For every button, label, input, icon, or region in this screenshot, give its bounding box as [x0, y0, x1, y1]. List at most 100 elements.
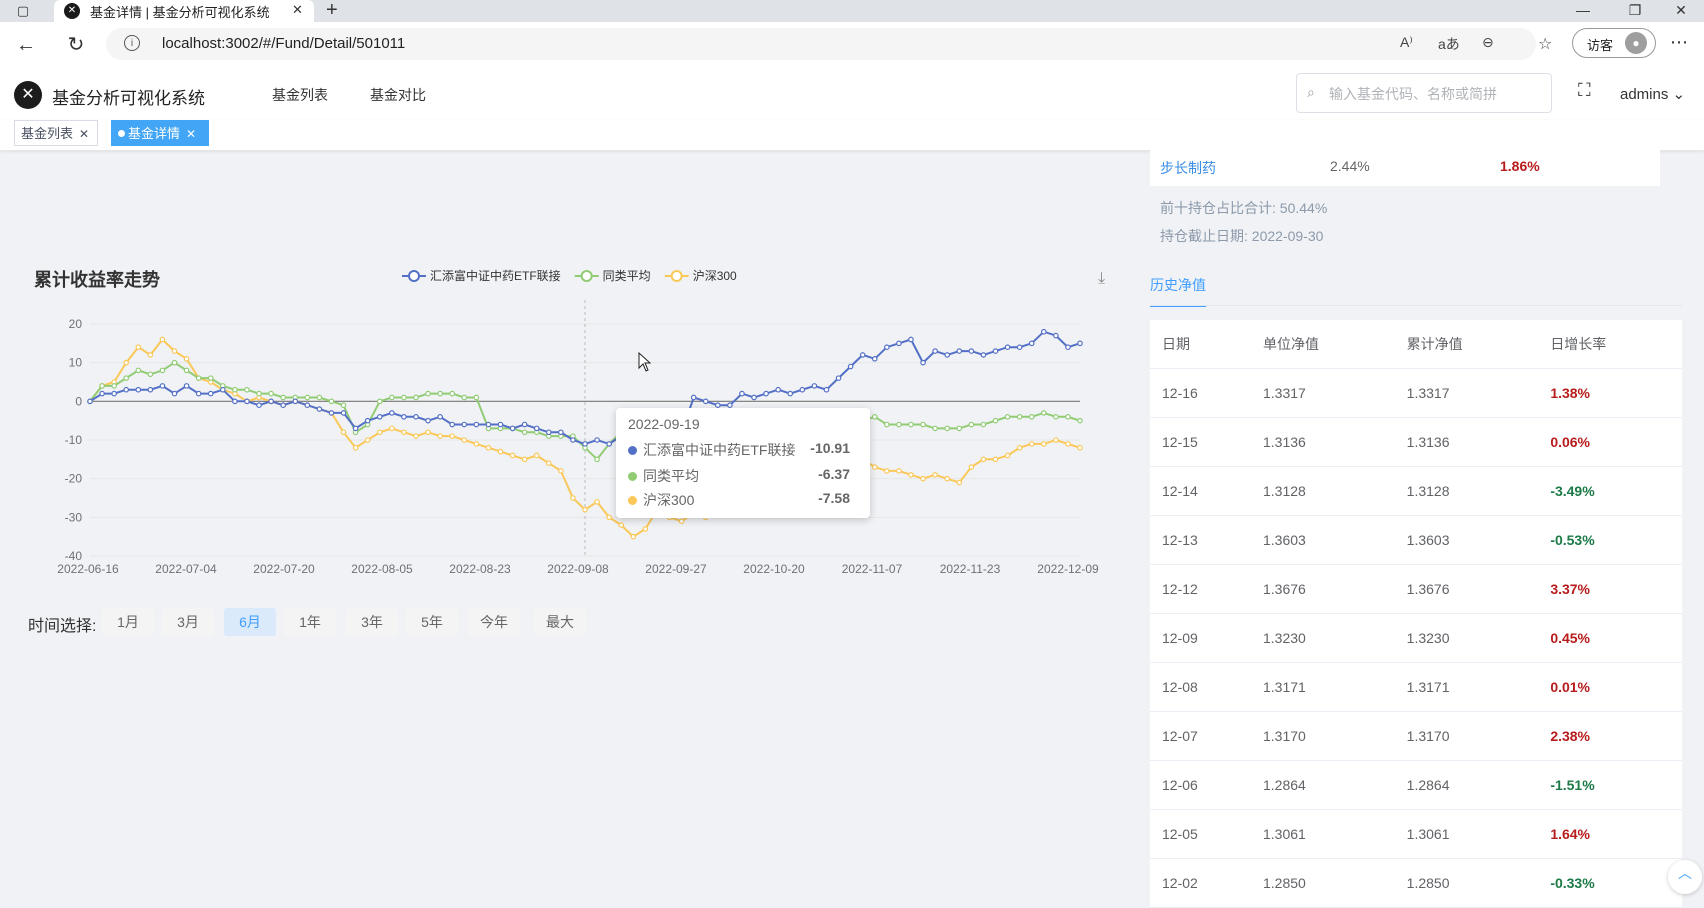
tooltip-series: 沪深300 — [643, 492, 695, 508]
data-point — [920, 421, 926, 428]
data-point — [376, 429, 383, 436]
tooltip-date: 2022-09-19 — [628, 416, 700, 432]
new-tab-icon[interactable]: + — [326, 0, 338, 21]
search-input[interactable] — [1327, 82, 1541, 106]
close-window-icon[interactable]: ✕ — [1675, 2, 1687, 18]
app-logo-icon[interactable]: ✕ — [14, 81, 42, 109]
close-icon[interactable]: ✕ — [79, 127, 90, 141]
range-1m-button[interactable]: 1月 — [102, 608, 154, 636]
holding-value-a: 2.44% — [1330, 158, 1370, 174]
data-point — [461, 394, 468, 401]
tag-fund-detail[interactable]: 基金详情 ✕ — [111, 120, 209, 146]
data-point — [123, 359, 130, 366]
data-point — [1077, 444, 1083, 451]
data-point — [244, 386, 250, 393]
row-acc-nav: 1.3603 — [1394, 515, 1539, 565]
close-icon[interactable]: ✕ — [186, 127, 197, 141]
y-tick-label: -30 — [65, 510, 83, 524]
avatar-icon: ● — [1625, 32, 1647, 54]
data-point — [871, 414, 878, 420]
data-point — [678, 518, 685, 525]
fund-search[interactable]: ⌕ — [1296, 73, 1552, 113]
url-text: localhost:3002/#/Fund/Detail/501011 — [162, 35, 406, 52]
range-3m-button[interactable]: 3月 — [162, 608, 214, 636]
row-unit-nav: 1.2850 — [1251, 858, 1395, 908]
tag-label: 基金列表 — [21, 126, 74, 141]
row-date: 12-14 — [1150, 466, 1251, 516]
data-point — [884, 344, 890, 351]
range-6m-button[interactable]: 6月 — [224, 608, 276, 636]
row-daily-growth: -0.53% — [1538, 515, 1682, 565]
holding-name[interactable]: 步长制药 — [1160, 160, 1216, 176]
data-point — [980, 456, 987, 463]
data-point — [268, 398, 274, 405]
series-marker — [628, 446, 637, 455]
data-point — [1028, 414, 1035, 420]
data-point — [992, 348, 999, 354]
data-point — [352, 444, 359, 451]
data-point — [871, 464, 878, 470]
site-info-icon[interactable]: i — [124, 35, 140, 51]
data-point — [606, 514, 612, 521]
back-to-top-button[interactable]: ︿ — [1668, 860, 1702, 894]
url-field[interactable]: i localhost:3002/#/Fund/Detail/501011 A⁾… — [106, 28, 1536, 60]
row-daily-growth: -0.33% — [1538, 858, 1682, 908]
row-unit-nav: 1.3128 — [1251, 466, 1395, 516]
range-3y-button[interactable]: 3年 — [346, 608, 398, 636]
data-point — [195, 375, 202, 381]
data-point — [521, 421, 528, 428]
guest-profile-button[interactable]: 访客 ● — [1572, 28, 1656, 58]
data-point — [449, 390, 455, 397]
close-tab-icon[interactable]: ✕ — [292, 2, 303, 17]
read-aloud-icon[interactable]: A⁾ — [1400, 34, 1413, 50]
data-point — [449, 421, 455, 428]
fullscreen-icon[interactable]: ⛶ — [1578, 80, 1591, 100]
tag-fund-list[interactable]: 基金列表 ✕ — [14, 120, 98, 146]
data-point — [630, 533, 637, 540]
minimize-icon[interactable]: — — [1576, 2, 1590, 18]
data-point — [389, 410, 395, 416]
search-icon: ⌕ — [1307, 84, 1315, 100]
data-point — [896, 340, 902, 347]
tab-history-nav[interactable]: 历史净值 — [1150, 275, 1206, 307]
range-max-button[interactable]: 最大 — [534, 608, 586, 636]
holding-value-b: 1.86% — [1500, 158, 1540, 174]
user-menu[interactable]: admins ⌄ — [1620, 85, 1685, 103]
favorites-icon[interactable]: ☆ — [1538, 36, 1553, 53]
nav-fund-list[interactable]: 基金列表 — [272, 87, 328, 103]
data-point — [847, 363, 854, 370]
data-point — [401, 394, 407, 401]
data-point — [425, 417, 431, 424]
tab-actions-icon[interactable]: ▢ — [16, 3, 30, 18]
data-point — [787, 390, 794, 397]
data-point — [232, 386, 238, 393]
data-point — [497, 448, 504, 455]
row-unit-nav: 1.3230 — [1251, 613, 1395, 663]
data-point — [364, 437, 371, 443]
range-5y-button[interactable]: 5年 — [406, 608, 458, 636]
translate-icon[interactable]: aあ — [1438, 36, 1460, 52]
maximize-icon[interactable]: ❐ — [1628, 2, 1642, 18]
data-point — [437, 414, 443, 420]
data-point — [171, 348, 178, 354]
data-point — [473, 441, 480, 447]
nav-fund-compare[interactable]: 基金对比 — [370, 87, 426, 103]
x-tick-label: 2022-08-05 — [351, 562, 413, 576]
tooltip-row: 沪深300 -7.58 — [628, 490, 860, 512]
back-icon[interactable]: ← — [16, 34, 36, 56]
browser-tab[interactable]: ✕ 基金详情 | 基金分析可视化系统 ✕ — [54, 0, 314, 22]
data-point — [268, 390, 274, 397]
more-options-icon[interactable]: ⋯ — [1670, 32, 1688, 52]
data-point — [715, 402, 721, 409]
zoom-icon[interactable]: ⊖ — [1482, 34, 1494, 50]
range-ytd-button[interactable]: 今年 — [468, 608, 520, 636]
data-point — [799, 386, 806, 393]
row-daily-growth: 0.06% — [1538, 417, 1682, 467]
download-icon[interactable]: ⤓ — [1098, 270, 1106, 287]
data-point — [533, 425, 540, 432]
refresh-icon[interactable]: ↻ — [67, 34, 85, 56]
data-point — [425, 390, 431, 397]
range-1y-button[interactable]: 1年 — [284, 608, 336, 636]
data-point — [232, 398, 238, 405]
